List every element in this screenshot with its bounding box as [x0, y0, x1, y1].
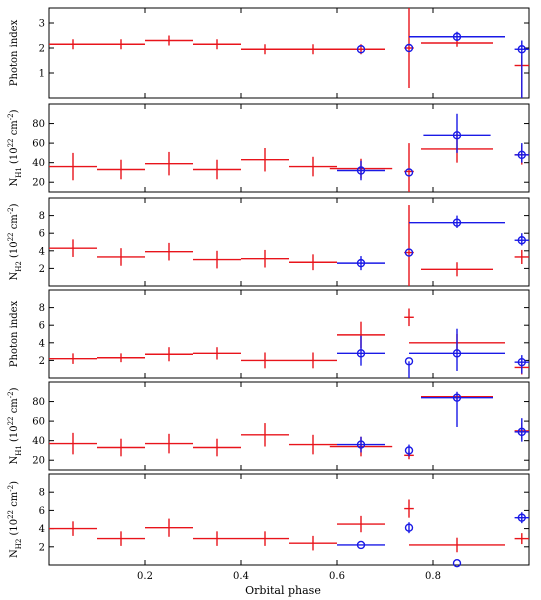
panel-6-series-1	[49, 499, 529, 553]
panel-2-ytick-label-2: 40	[32, 158, 45, 169]
panel-5-ytick-label-2: 40	[32, 436, 45, 447]
panel-1-frame	[48, 7, 530, 99]
panel-6-series-2-point-1-marker	[356, 540, 366, 550]
panel-3-series-2	[337, 215, 529, 271]
panel-3-series-2-point-4-marker	[517, 236, 526, 245]
panel-6-y-axis-label: NH2 (1022 cm-2)	[7, 481, 23, 558]
panel-1-series-2-point-3-marker	[452, 32, 462, 41]
panel-6-ytick-label-3: 6	[39, 506, 45, 517]
panel-5-ytick-label-4: 80	[32, 397, 45, 408]
panel-3: 2 4 6 8 NH2 (1022 cm-2)	[7, 197, 530, 287]
panel-5-y-axis-label: NH1 (1022 cm-2)	[7, 387, 23, 464]
panel-3-series-1	[49, 205, 529, 286]
panel-4-series-2-point-4-marker	[517, 357, 526, 367]
panel-2-series-2-point-3-marker	[452, 131, 462, 140]
panel-4-frame	[48, 289, 530, 379]
panel-3-y-axis-label: NH2 (1022 cm-2)	[7, 203, 23, 280]
panel-6-series-2	[337, 512, 529, 568]
panel-3-series-2-point-1-marker	[356, 258, 366, 268]
panel-6-ytick-label-4: 8	[39, 488, 45, 499]
panel-3-ytick-label-2: 4	[39, 246, 45, 257]
panel-5-series-2-point-2-marker	[404, 446, 414, 455]
chart-panels: 1 2 3 Photon index 20 40 60 80 NH1 (1022 cm-2) 2 4…	[7, 7, 530, 582]
panel-5-series-2-point-3-marker	[452, 393, 462, 402]
panel-5: 20 40 60 80 NH1 (1022 cm-2)	[7, 381, 530, 471]
x-tick-label-2: 0.4	[233, 571, 249, 582]
panel-4-ytick-label-3: 6	[39, 321, 45, 332]
panel-1-y-axis-label: Photon index	[9, 19, 20, 86]
panel-3-series-2-point-2-marker	[404, 248, 414, 257]
panel-4-ytick-label-1: 2	[39, 356, 45, 367]
panel-4-series-2-point-3-marker	[452, 349, 462, 358]
panel-2-series-2-point-4-marker	[517, 150, 526, 160]
panel-5-series-2-point-4-marker	[517, 427, 526, 437]
panel-2-series-2	[337, 113, 529, 181]
panel-2-frame	[48, 103, 530, 193]
panel-1-series-2-point-2-marker	[404, 43, 414, 53]
panel-6-series-2-point-3-marker	[452, 558, 462, 568]
x-tick-label-4: 0.8	[425, 571, 441, 582]
panel-1-series-2-point-4-marker	[517, 45, 526, 54]
panel-6-frame	[48, 473, 530, 566]
panel-4-series-2-point-2-marker	[404, 357, 414, 366]
panel-2-series-2-point-2-marker	[404, 168, 414, 177]
panel-1-series-1	[49, 8, 529, 98]
panel-2-ytick-label-1: 20	[32, 178, 45, 189]
panel-1-ytick-label-2: 2	[39, 44, 45, 55]
x-tick-label-1: 0.2	[137, 571, 153, 582]
panel-6-series-2-point-2-marker	[404, 523, 414, 532]
panel-1: 1 2 3 Photon index	[9, 7, 530, 99]
panel-1-ytick-label-1: 1	[39, 69, 45, 80]
x-axis-label: Orbital phase	[245, 584, 321, 597]
panel-4-series-2	[337, 328, 529, 378]
panel-6: 2 4 6 8 0.2 0.4 0.6 0.8 NH2 (1022 cm-2)	[7, 473, 530, 582]
panel-2: 20 40 60 80 NH1 (1022 cm-2)	[7, 103, 530, 193]
panel-2-ytick-label-3: 60	[32, 139, 45, 150]
panel-5-series-2	[337, 391, 529, 457]
panel-3-frame	[48, 197, 530, 287]
panel-3-series-2-point-3-marker	[452, 218, 462, 227]
panel-4: 2 4 6 8 Photon index	[9, 289, 530, 379]
x-tick-label-3: 0.6	[329, 571, 345, 582]
panel-5-ytick-label-1: 20	[32, 456, 45, 467]
panel-4-series-1	[49, 308, 529, 375]
panel-3-ytick-label-4: 8	[39, 211, 45, 222]
panel-2-ytick-label-4: 80	[32, 119, 45, 130]
panel-5-frame	[48, 381, 530, 471]
panel-3-ytick-label-3: 6	[39, 229, 45, 240]
panel-2-series-2-point-1-marker	[356, 166, 366, 175]
panel-4-ytick-label-4: 8	[39, 303, 45, 314]
panel-4-y-axis-label: Photon index	[9, 300, 20, 367]
panel-1-ytick-label-3: 3	[39, 19, 45, 30]
panel-5-series-2-point-1-marker	[356, 440, 366, 449]
panel-2-y-axis-label: NH1 (1022 cm-2)	[7, 109, 23, 186]
panel-6-ytick-label-1: 2	[39, 542, 45, 553]
panel-3-ytick-label-1: 2	[39, 264, 45, 275]
panel-1-series-2-point-1-marker	[356, 45, 366, 54]
panel-6-ytick-label-2: 4	[39, 524, 45, 535]
panel-1-series-2	[356, 31, 529, 98]
panel-6-series-2-point-4-marker	[517, 513, 526, 522]
panel-4-series-2-point-1-marker	[356, 349, 366, 358]
panel-4-ytick-label-2: 4	[39, 338, 45, 349]
panel-5-ytick-label-3: 60	[32, 417, 45, 428]
